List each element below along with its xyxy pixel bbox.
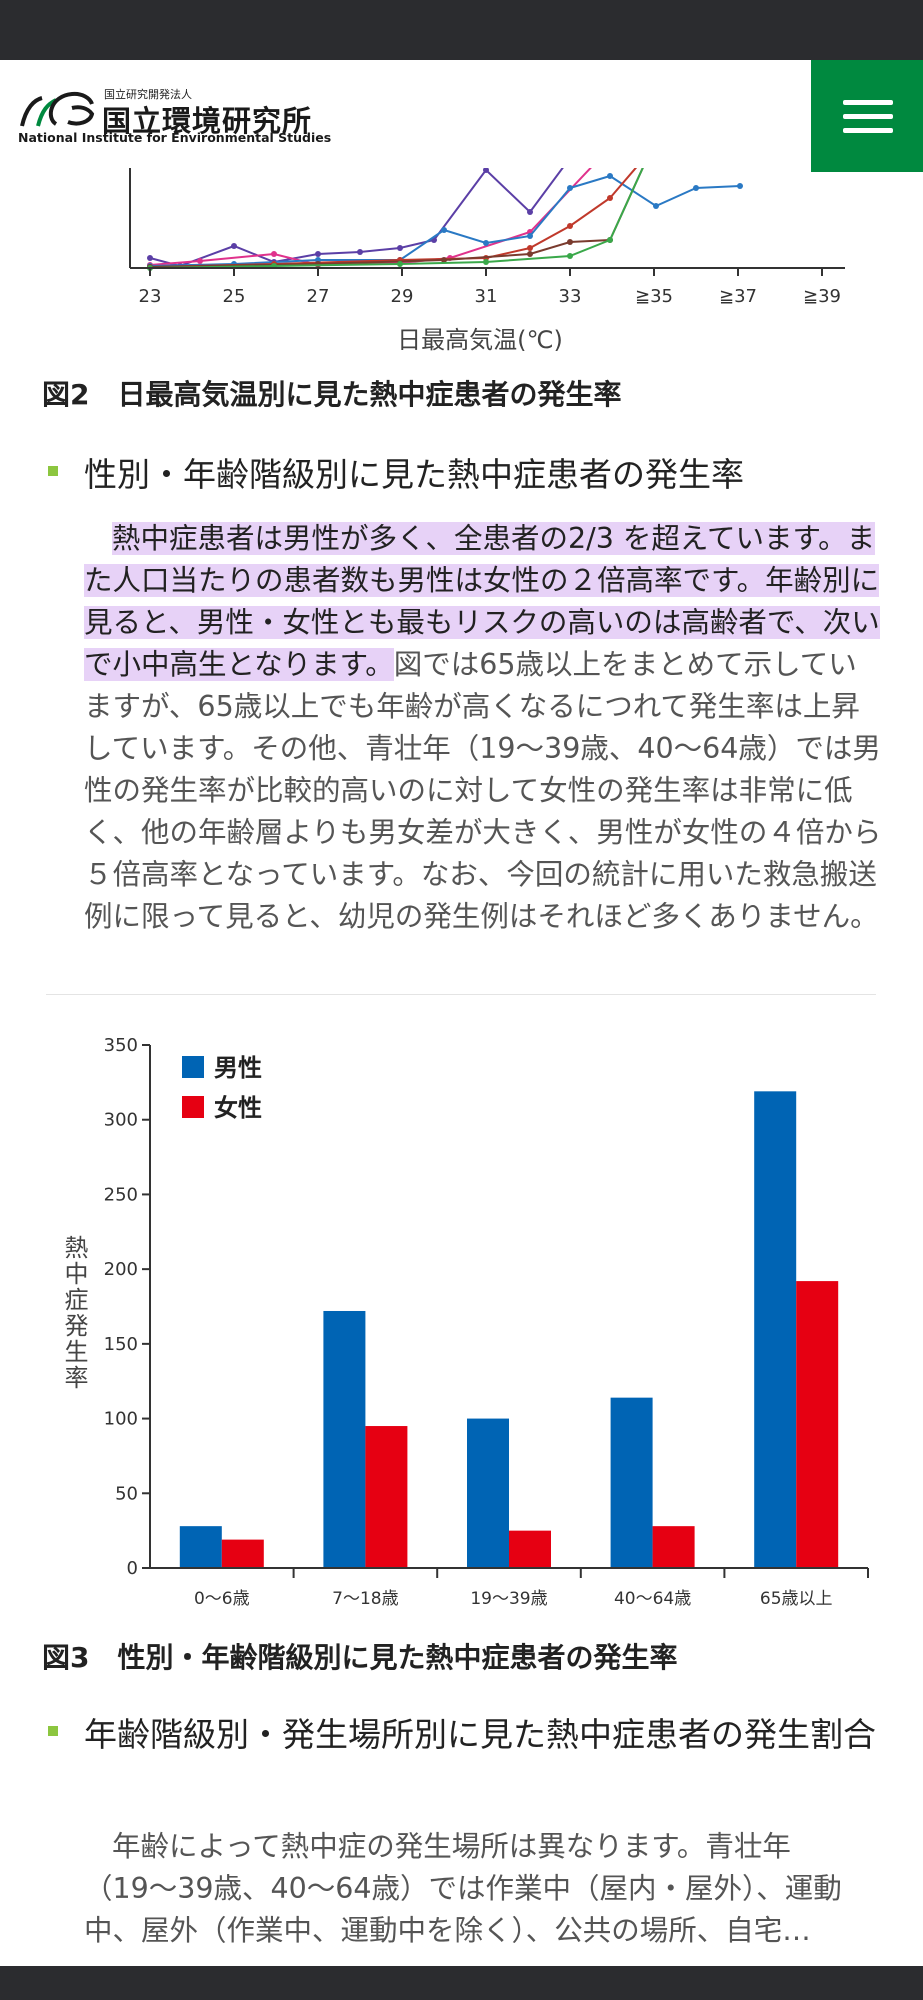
section-heading-text: 年齢階級別・発生場所別に見た熱中症患者の発生割合 xyxy=(84,1715,876,1754)
fig2-point xyxy=(567,223,573,229)
fig3-y-tick-label: 100 xyxy=(104,1409,138,1430)
fig2-point xyxy=(357,249,363,255)
figure3-bar-chart: 0 50 100 150 200 250 300 350 0〜6歳 7〜18歳 19〜39歳 40〜… xyxy=(60,1035,869,1609)
divider xyxy=(46,994,876,995)
fig2-point xyxy=(737,183,743,189)
fig2-point xyxy=(607,237,613,243)
fig2-point xyxy=(147,255,153,261)
fig2-point xyxy=(441,227,447,233)
section2-paragraph: 熱中症患者は男性が多く、全患者の2/3 を超えています。また人口当たりの患者数も… xyxy=(84,518,884,938)
fig3-bar-male xyxy=(323,1310,366,1568)
fig3-bar-female xyxy=(796,1281,839,1568)
fig3-y-tick-label: 350 xyxy=(104,1035,138,1056)
fig3-bar-male xyxy=(754,1091,797,1568)
site-header: 国立研究開発法人 国立環境研究所 National Institute for … xyxy=(0,60,923,172)
fig3-x-ticks: 0〜6歳 7〜18歳 19〜39歳 40〜64歳 65歳以上 xyxy=(194,1568,869,1609)
fig2-series-line xyxy=(149,168,638,268)
fig2-series-line xyxy=(149,168,644,268)
figure3-caption: 図3 性別・年齢階級別に見た熱中症患者の発生率 xyxy=(42,1641,678,1674)
fig2-x-tick-label: ≧39 xyxy=(803,286,841,307)
fig3-y-ticks: 0 50 100 150 200 250 300 350 xyxy=(104,1035,150,1579)
legend-swatch-male xyxy=(182,1056,204,1078)
fig2-point xyxy=(607,195,613,201)
status-bar xyxy=(0,0,923,60)
site-logo[interactable]: 国立研究開発法人 国立環境研究所 National Institute for … xyxy=(16,86,331,148)
nies-logo-icon xyxy=(20,91,95,127)
hamburger-line xyxy=(843,128,893,133)
fig2-series-line xyxy=(149,174,741,267)
fig2-x-tick-label: ≧37 xyxy=(719,286,757,307)
fig2-point xyxy=(483,168,489,173)
legend-swatch-female xyxy=(182,1096,204,1118)
fig3-bar-male xyxy=(179,1526,222,1568)
fig2-point xyxy=(441,257,447,263)
section3-paragraph: 年齢によって熱中症の発生場所は異なります。青壮年（19〜39歳、40〜64歳）で… xyxy=(84,1830,842,1947)
fig2-point xyxy=(397,245,403,251)
fig2-point xyxy=(527,209,533,215)
fig2-x-label: 日最高気温(℃) xyxy=(397,326,563,354)
fig2-point xyxy=(567,253,573,259)
fig2-point xyxy=(693,185,699,191)
fig2-point xyxy=(197,258,203,264)
fig2-point xyxy=(315,251,321,257)
fig3-bar-female xyxy=(365,1426,408,1568)
fig2-point xyxy=(527,251,533,257)
fig2-point xyxy=(231,243,237,249)
fig2-point xyxy=(527,233,533,239)
fig3-y-tick-label: 150 xyxy=(104,1334,138,1355)
bullet-icon xyxy=(48,1726,58,1736)
fig3-y-tick-label: 250 xyxy=(104,1184,138,1205)
fig3-x-tick-label: 40〜64歳 xyxy=(614,1589,691,1609)
navigation-bar xyxy=(0,1966,923,2000)
fig2-point xyxy=(607,173,613,179)
fig2-point xyxy=(567,239,573,245)
fig2-series-line xyxy=(149,168,644,269)
logo-title: 国立環境研究所 xyxy=(102,104,313,138)
fig3-legend: 男性 女性 xyxy=(182,1054,262,1122)
legend-label-female: 女性 xyxy=(214,1094,262,1122)
fig2-x-tick-label: 33 xyxy=(559,286,582,307)
section-heading-text: 性別・年齢階級別に見た熱中症患者の発生率 xyxy=(84,455,744,494)
fig2-point xyxy=(567,185,573,191)
fig3-bar-male xyxy=(610,1397,653,1568)
hamburger-menu-icon xyxy=(843,100,893,105)
fig3-x-tick-label: 65歳以上 xyxy=(760,1589,833,1609)
fig3-y-tick-label: 200 xyxy=(104,1259,138,1280)
paragraph-text: 図では65歳以上をまとめて示していますが、65歳以上でも年齢が高くなるにつれて発… xyxy=(84,648,882,933)
fig2-x-tick-label: 27 xyxy=(307,286,330,307)
fig2-x-ticks: 23 25 27 29 31 33 ≧35 ≧37 ≧39 xyxy=(139,268,841,307)
fig3-x-tick-label: 19〜39歳 xyxy=(470,1589,547,1609)
fig2-point xyxy=(653,203,659,209)
logo-org-text: 国立研究開発法人 xyxy=(104,88,192,101)
fig3-x-tick-label: 0〜6歳 xyxy=(194,1589,250,1609)
fig2-series-lines xyxy=(147,168,743,271)
bullet-icon xyxy=(48,466,58,476)
fig2-point xyxy=(397,261,403,267)
fig3-bar-female xyxy=(509,1530,551,1568)
fig3-y-tick-label: 50 xyxy=(115,1483,138,1504)
fig2-x-tick-label: 25 xyxy=(223,286,246,307)
fig3-y-tick-label: 300 xyxy=(104,1110,138,1131)
fig3-bar-male xyxy=(467,1418,509,1568)
figure2-caption: 図2 日最高気温別に見た熱中症患者の発生率 xyxy=(42,378,622,411)
fig3-y-tick-label: 0 xyxy=(127,1558,138,1579)
fig2-x-tick-label: ≧35 xyxy=(635,286,673,307)
logo-english: National Institute for Environmental Stu… xyxy=(18,130,332,145)
fig2-x-tick-label: 23 xyxy=(139,286,162,307)
fig2-point xyxy=(483,240,489,246)
fig2-point xyxy=(271,251,277,257)
fig3-bar-female xyxy=(652,1526,695,1568)
fig3-y-label: 熱中症発生率 xyxy=(60,1235,88,1391)
legend-label-male: 男性 xyxy=(214,1054,262,1082)
fig2-x-tick-label: 29 xyxy=(391,286,414,307)
hamburger-menu-button[interactable] xyxy=(811,60,923,172)
fig2-point xyxy=(483,259,489,265)
fig3-x-tick-label: 7〜18歳 xyxy=(332,1589,398,1609)
fig3-bar-female xyxy=(221,1539,264,1568)
fig3-bars xyxy=(179,1091,839,1568)
hamburger-line xyxy=(843,114,893,119)
fig2-point xyxy=(527,245,533,251)
fig2-x-tick-label: 31 xyxy=(475,286,498,307)
